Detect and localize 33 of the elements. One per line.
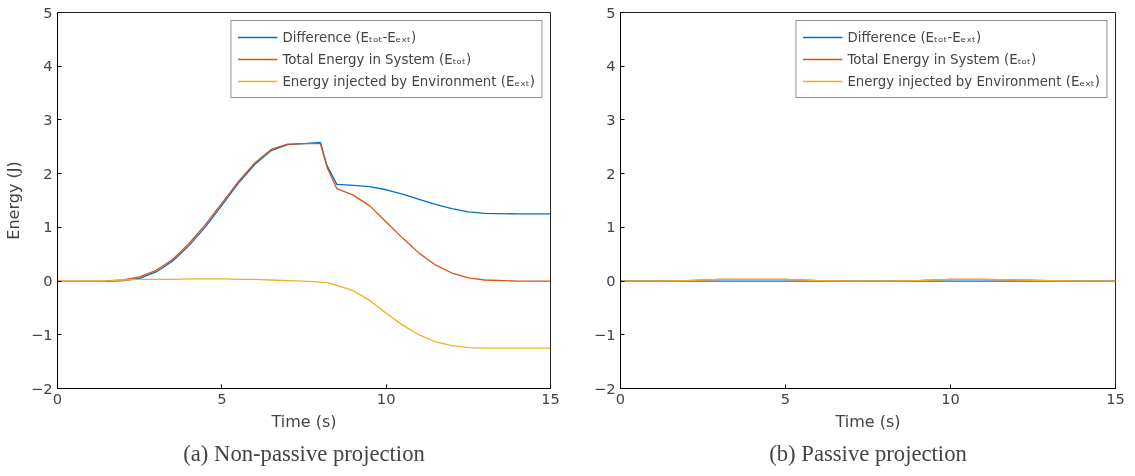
x-axis-title: Time (s) [834,411,901,431]
text: (a) Non-passive projection [183,440,425,466]
x-tick-label: 15 [541,389,560,407]
x-tick-label: 10 [941,389,960,407]
legend-label: Energy injected by Environment (Eₑₓₜ) [282,73,535,89]
x-axis-title: Time (s) [270,411,337,431]
y-tick-label: 5 [43,3,53,21]
legend-label: Difference (Eₜₒₜ-Eₑₓₜ) [282,29,417,45]
y-tick-label: 4 [43,57,53,75]
x-tick-label: 10 [376,389,396,407]
legend-label: Difference (Eₜₒₜ-Eₑₓₜ) [847,29,982,45]
y-tick-label: −1 [593,325,616,343]
y-tick-label: 1 [43,218,53,236]
y-tick-label: 5 [606,3,616,21]
legend-label: Total Energy in System (Eₜₒₜ) [282,51,472,67]
y-axis-title: Energy (J) [3,161,23,240]
y-tick-label: −2 [30,379,53,397]
y-tick-label: −1 [30,325,53,343]
y-tick-label: 1 [606,218,616,236]
x-tick-label: 5 [780,389,791,407]
y-tick-label: 2 [606,164,616,182]
legend-label: Total Energy in System (Eₜₒₜ) [847,51,1037,67]
x-tick-label: 5 [217,389,227,407]
y-tick-label: 0 [606,272,616,290]
text: (b) Passive projection [769,440,967,466]
y-tick-label: −2 [593,379,616,397]
y-tick-label: 2 [43,164,53,182]
y-tick-label: 3 [606,110,616,128]
y-tick-label: 0 [43,272,53,290]
x-tick-label: 15 [1106,389,1125,407]
y-tick-label: 3 [43,110,53,128]
y-tick-label: 4 [606,57,616,75]
legend-label: Energy injected by Environment (Eₑₓₜ) [847,73,1100,89]
